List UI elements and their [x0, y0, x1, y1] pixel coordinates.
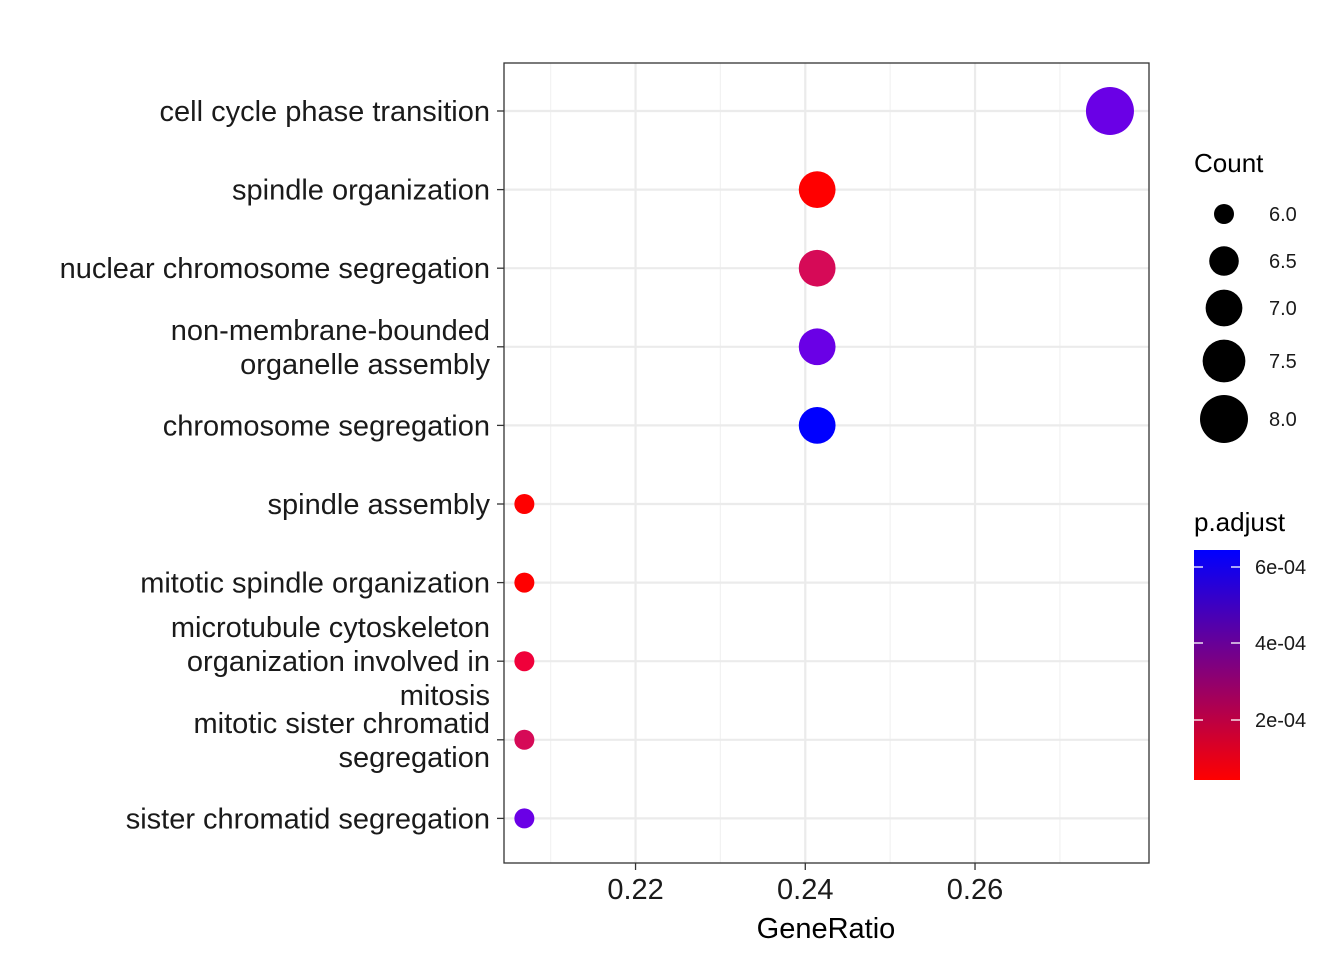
count-legend-key: [1209, 246, 1239, 276]
data-point: [514, 572, 535, 593]
p-adjust-colorbar: [1194, 550, 1240, 780]
count-legend-label: 7.5: [1269, 351, 1297, 373]
count-legend-label: 6.5: [1269, 251, 1297, 273]
count-legend-key: [1205, 289, 1243, 327]
count-legend-key: [1214, 204, 1234, 224]
count-legend-label: 7.0: [1269, 298, 1297, 320]
count-legend-label: 8.0: [1269, 409, 1297, 431]
x-axis-title: GeneRatio: [757, 913, 896, 945]
count-legend-title: Count: [1194, 148, 1264, 178]
y-tick-label: spindle assembly: [268, 489, 491, 521]
y-axis: cell cycle phase transition spindle organ…: [60, 96, 504, 835]
y-tick-label: spindle organization: [232, 175, 490, 207]
y-tick-label: cell cycle phase transition: [160, 96, 490, 128]
data-point: [798, 407, 836, 444]
y-tick-label: mitotic spindle organization: [140, 568, 490, 600]
data-point: [514, 729, 535, 750]
count-legend-key: [1202, 339, 1246, 383]
y-tick-label: nuclear chromosome segregation: [60, 253, 490, 285]
p-adjust-label: 4e-04: [1255, 633, 1306, 655]
data-point: [798, 328, 836, 366]
p-adjust-label: 2e-04: [1255, 710, 1306, 732]
y-tick-label: chromosome segregation: [163, 410, 490, 442]
count-legend-key: [1200, 395, 1248, 443]
panel-border: [503, 62, 1150, 864]
x-tick-label: 0.22: [607, 874, 663, 906]
points: [514, 87, 1134, 829]
x-tick-label: 0.24: [777, 874, 833, 906]
data-point: [514, 651, 535, 672]
data-point: [514, 808, 535, 829]
data-point: [514, 494, 535, 514]
x-tick-label: 0.26: [947, 874, 1003, 906]
p-adjust-label: 6e-04: [1255, 557, 1306, 579]
x-axis: 0.22 0.24 0.26: [607, 863, 1003, 906]
p-adjust-legend: p.adjust 6e-04 4e-04 2e-04: [1194, 507, 1306, 780]
y-tick-label: mitotic sister chromatid segregation: [193, 708, 490, 774]
count-legend-label: 6.0: [1269, 204, 1297, 226]
y-tick-label: sister chromatid segregation: [126, 803, 490, 835]
data-point: [798, 249, 836, 287]
count-legend: Count 6.0 6.5 7.0 7.5 8.0: [1194, 148, 1297, 443]
y-tick-label: microtubule cytoskeleton organization inv…: [171, 612, 490, 712]
p-adjust-legend-title: p.adjust: [1194, 507, 1286, 537]
y-tick-label: non-membrane-bounded organelle assembly: [171, 315, 491, 381]
data-point: [1085, 87, 1134, 135]
data-point: [798, 171, 836, 208]
